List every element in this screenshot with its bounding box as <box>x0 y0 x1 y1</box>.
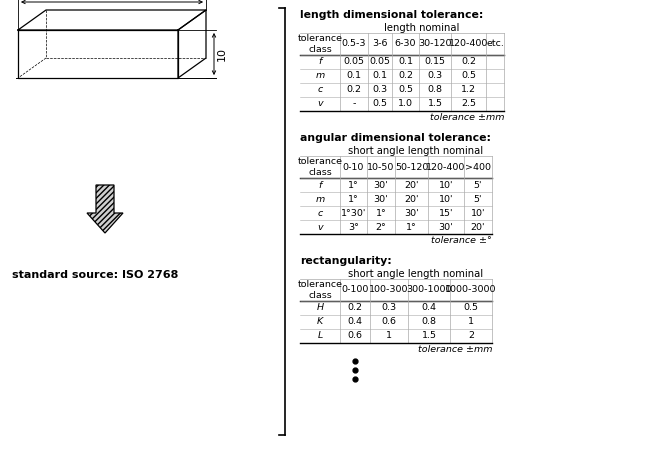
Text: 0.5: 0.5 <box>463 304 479 313</box>
Text: K: K <box>317 318 323 327</box>
Text: 0.1: 0.1 <box>347 72 361 80</box>
Text: 0.5-3: 0.5-3 <box>341 40 366 49</box>
Text: tolerance
class: tolerance class <box>298 157 343 177</box>
Text: 3-6: 3-6 <box>372 40 388 49</box>
Text: 6-30: 6-30 <box>394 40 416 49</box>
Text: -: - <box>352 100 355 109</box>
Text: H: H <box>316 304 324 313</box>
Text: 1: 1 <box>386 331 392 341</box>
Text: 10': 10' <box>471 208 485 217</box>
Text: length nominal: length nominal <box>385 23 459 33</box>
Text: 10: 10 <box>217 47 227 61</box>
Text: 5': 5' <box>474 180 482 189</box>
Text: short angle length nominal: short angle length nominal <box>349 269 483 279</box>
Text: 2: 2 <box>468 331 474 341</box>
Text: 30': 30' <box>374 180 389 189</box>
Text: rectangularity:: rectangularity: <box>300 256 392 266</box>
Text: c: c <box>318 208 323 217</box>
Text: 1.5: 1.5 <box>422 331 436 341</box>
Text: 0.6: 0.6 <box>381 318 396 327</box>
Text: 1°: 1° <box>376 208 387 217</box>
Text: 120-400: 120-400 <box>449 40 488 49</box>
Text: 0.5: 0.5 <box>398 86 413 95</box>
Text: v: v <box>317 222 323 231</box>
Text: 1.5: 1.5 <box>428 100 442 109</box>
Text: 120-400: 120-400 <box>426 162 465 171</box>
Text: 20': 20' <box>404 194 419 203</box>
Text: c: c <box>318 86 323 95</box>
Text: 3°: 3° <box>348 222 359 231</box>
Text: 0.05: 0.05 <box>343 57 365 66</box>
Text: 0.4: 0.4 <box>422 304 436 313</box>
Text: 0.05: 0.05 <box>369 57 391 66</box>
Text: 0-10: 0-10 <box>343 162 364 171</box>
Text: 0.2: 0.2 <box>347 304 363 313</box>
Text: 0.1: 0.1 <box>398 57 413 66</box>
Text: 1.2: 1.2 <box>461 86 476 95</box>
Text: 30': 30' <box>439 222 453 231</box>
Text: 10-50: 10-50 <box>367 162 394 171</box>
Text: 1000-3000: 1000-3000 <box>446 285 497 295</box>
Text: 300-1000: 300-1000 <box>406 285 452 295</box>
Text: f: f <box>318 57 322 66</box>
Text: f: f <box>318 180 322 189</box>
Text: 0.5: 0.5 <box>461 72 476 80</box>
Text: 1°30': 1°30' <box>341 208 366 217</box>
Text: tolerance
class: tolerance class <box>298 281 343 300</box>
Text: tolerance ±mm: tolerance ±mm <box>418 345 492 354</box>
Text: tolerance ±mm: tolerance ±mm <box>430 113 504 122</box>
Text: 30-120: 30-120 <box>418 40 452 49</box>
Text: 0-100: 0-100 <box>341 285 369 295</box>
Text: 2.5: 2.5 <box>461 100 476 109</box>
Text: m: m <box>316 72 325 80</box>
Text: 10': 10' <box>439 194 453 203</box>
Text: 0.1: 0.1 <box>373 72 387 80</box>
Text: 0.3: 0.3 <box>428 72 443 80</box>
Text: 100-300: 100-300 <box>369 285 409 295</box>
Text: 0.3: 0.3 <box>373 86 388 95</box>
Text: length dimensional tolerance:: length dimensional tolerance: <box>300 10 483 20</box>
Text: tolerance ±°: tolerance ±° <box>431 236 492 245</box>
Text: 50-120: 50-120 <box>394 162 428 171</box>
Text: 1: 1 <box>468 318 474 327</box>
Text: 30': 30' <box>404 208 419 217</box>
Text: 1°: 1° <box>406 222 417 231</box>
Text: tolerance
class: tolerance class <box>298 34 343 54</box>
Text: 0.8: 0.8 <box>428 86 442 95</box>
Text: 0.5: 0.5 <box>373 100 387 109</box>
Text: 0.3: 0.3 <box>381 304 396 313</box>
Text: 30': 30' <box>374 194 389 203</box>
Text: 1°: 1° <box>348 180 359 189</box>
Text: angular dimensional tolerance:: angular dimensional tolerance: <box>300 133 491 143</box>
Text: 0.15: 0.15 <box>424 57 446 66</box>
Text: standard source: ISO 2768: standard source: ISO 2768 <box>12 270 178 280</box>
Text: 0.8: 0.8 <box>422 318 436 327</box>
Polygon shape <box>87 185 123 233</box>
Text: L: L <box>318 331 323 341</box>
Text: m: m <box>316 194 325 203</box>
Text: 0.2: 0.2 <box>398 72 413 80</box>
Text: 15': 15' <box>439 208 453 217</box>
Text: short angle length nominal: short angle length nominal <box>349 146 483 156</box>
Text: etc.: etc. <box>486 40 504 49</box>
Text: 20': 20' <box>404 180 419 189</box>
Text: 0.4: 0.4 <box>347 318 363 327</box>
Text: 1°: 1° <box>348 194 359 203</box>
Text: 1.0: 1.0 <box>398 100 413 109</box>
Text: v: v <box>317 100 323 109</box>
Text: 20': 20' <box>471 222 485 231</box>
Text: 0.2: 0.2 <box>347 86 361 95</box>
Text: >400: >400 <box>465 162 491 171</box>
Text: 0.6: 0.6 <box>347 331 363 341</box>
Text: 10': 10' <box>439 180 453 189</box>
Text: 0.2: 0.2 <box>461 57 476 66</box>
Text: 2°: 2° <box>376 222 387 231</box>
Text: 5': 5' <box>474 194 482 203</box>
